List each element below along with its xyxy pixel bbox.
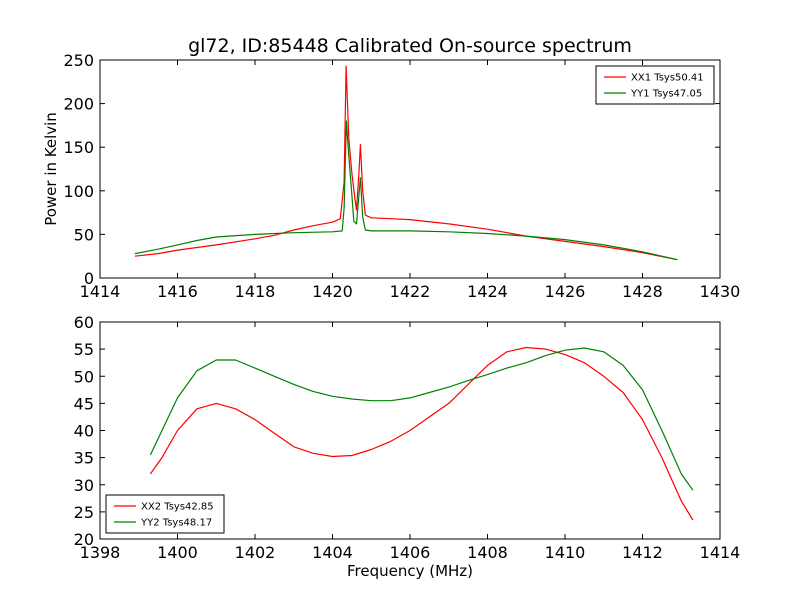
legend-label: XX2 Tsys42.85: [141, 502, 214, 513]
x-tick-label: 1426: [545, 282, 586, 301]
x-tick-label: 1422: [390, 282, 431, 301]
series-line-yy1: [134, 120, 678, 261]
x-tick-label: 1416: [157, 282, 198, 301]
x-tick-label: 1410: [545, 543, 586, 562]
x-tick-label: 1420: [312, 282, 353, 301]
chart-title: gl72, ID:85448 Calibrated On-source spec…: [188, 35, 632, 57]
x-tick-label: 1424: [467, 282, 508, 301]
y-tick-label: 45: [74, 394, 94, 413]
legend-box: [105, 494, 225, 534]
x-tick-label: 1404: [312, 543, 353, 562]
x-tick-label: 1418: [235, 282, 276, 301]
y-tick-label: 40: [74, 422, 94, 441]
legend-label: XX1 Tsys50.41: [631, 73, 704, 84]
series-line-xx1: [134, 65, 678, 261]
subplot-2: 1398 1400 1402 1404 1406 1408 1410 1412 1414 20 25…: [74, 313, 741, 580]
x-tick-label: 1408: [467, 543, 508, 562]
x-tick-label: 1402: [235, 543, 276, 562]
y-tick-label: 150: [63, 138, 94, 157]
y-tick-label: 0: [84, 269, 94, 288]
y-tick-label: 50: [74, 225, 94, 244]
y-tick-label: 50: [74, 367, 94, 386]
legend: XX2 Tsys42.85 YY2 Tsys48.17: [105, 494, 225, 534]
series-line-yy2: [149, 347, 694, 491]
legend-label: YY2 Tsys48.17: [140, 518, 212, 529]
y-tick-label: 250: [63, 51, 94, 70]
x-tick-label: 1400: [157, 543, 198, 562]
legend: XX1 Tsys50.41 YY1 Tsys47.05: [595, 65, 715, 105]
x-tick-label: 1412: [622, 543, 663, 562]
y-axis-label: Power in Kelvin: [42, 112, 60, 226]
x-tick-label: 1398: [80, 543, 121, 562]
x-tick-label: 1406: [390, 543, 431, 562]
y-tick-label: 55: [74, 340, 94, 359]
legend-label: YY1 Tsys47.05: [630, 89, 702, 100]
y-tick-label: 35: [74, 449, 94, 468]
y-tick-label: 200: [63, 95, 94, 114]
legend-box: [595, 65, 715, 105]
x-tick-label: 1430: [700, 282, 741, 301]
y-tick-label: 30: [74, 476, 94, 495]
series-line-xx2: [149, 346, 694, 521]
subplot-1: 1414 1416 1418 1420 1422 1424 1426 1428 1430 0 50 1…: [42, 35, 740, 301]
y-tick-label: 100: [63, 182, 94, 201]
y-tick-label: 60: [74, 313, 94, 332]
y-tick-label: 20: [74, 530, 94, 549]
x-tick-label: 1428: [622, 282, 663, 301]
x-tick-label: 1414: [80, 282, 121, 301]
x-tick-label: 1414: [700, 543, 741, 562]
x-axis-label: Frequency (MHz): [347, 562, 473, 580]
y-tick-label: 25: [74, 503, 94, 522]
